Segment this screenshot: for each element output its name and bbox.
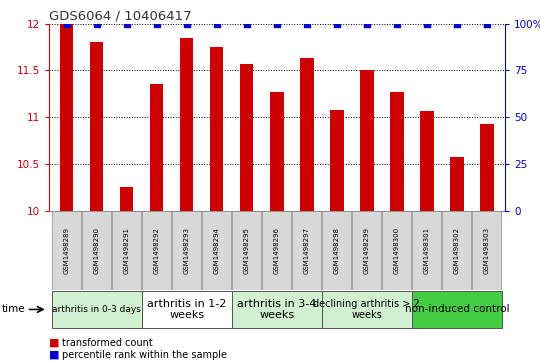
Text: GSM1498303: GSM1498303 (484, 227, 490, 274)
FancyBboxPatch shape (202, 211, 231, 290)
FancyBboxPatch shape (353, 211, 381, 290)
Text: GSM1498300: GSM1498300 (394, 227, 400, 274)
FancyBboxPatch shape (262, 211, 291, 290)
Text: GSM1498295: GSM1498295 (244, 227, 249, 274)
FancyBboxPatch shape (442, 211, 471, 290)
Bar (300, 58, 314, 211)
Text: ■: ■ (49, 350, 59, 360)
Bar (150, 84, 164, 211)
FancyBboxPatch shape (292, 211, 321, 290)
Bar (390, 92, 403, 211)
Bar (210, 47, 224, 211)
Point (483, 21, 491, 26)
Text: ■: ■ (49, 338, 59, 348)
Point (212, 21, 221, 26)
Text: GSM1498302: GSM1498302 (454, 227, 460, 274)
FancyBboxPatch shape (52, 211, 81, 290)
Point (302, 21, 311, 26)
Bar (240, 64, 253, 211)
Point (362, 21, 371, 26)
Text: arthritis in 1-2
weeks: arthritis in 1-2 weeks (147, 299, 226, 320)
Point (92, 21, 101, 26)
Text: declining arthritis > 2
weeks: declining arthritis > 2 weeks (313, 299, 420, 320)
Bar (90, 42, 103, 211)
Text: GSM1498291: GSM1498291 (124, 227, 130, 274)
FancyBboxPatch shape (142, 211, 171, 290)
Bar (420, 110, 434, 211)
FancyBboxPatch shape (413, 211, 441, 290)
Text: GSM1498294: GSM1498294 (214, 227, 220, 274)
Text: GDS6064 / 10406417: GDS6064 / 10406417 (49, 9, 191, 23)
Text: time: time (2, 305, 25, 314)
FancyBboxPatch shape (141, 291, 232, 328)
FancyBboxPatch shape (412, 291, 502, 328)
Point (152, 21, 161, 26)
Bar (60, 24, 73, 211)
Bar (330, 110, 343, 211)
Point (62, 21, 71, 26)
FancyBboxPatch shape (472, 211, 501, 290)
Text: GSM1498289: GSM1498289 (64, 227, 70, 274)
Bar (120, 187, 133, 211)
Point (453, 21, 461, 26)
Text: GSM1498301: GSM1498301 (424, 227, 430, 274)
Text: percentile rank within the sample: percentile rank within the sample (62, 350, 227, 360)
Text: non-induced control: non-induced control (404, 305, 509, 314)
Point (422, 21, 431, 26)
Point (393, 21, 401, 26)
Point (333, 21, 341, 26)
Text: GSM1498297: GSM1498297 (304, 227, 310, 274)
FancyBboxPatch shape (232, 211, 261, 290)
Bar (450, 157, 464, 211)
Text: GSM1498293: GSM1498293 (184, 227, 190, 274)
Text: GSM1498299: GSM1498299 (364, 227, 370, 274)
Text: GSM1498298: GSM1498298 (334, 227, 340, 274)
Point (183, 21, 191, 26)
Point (242, 21, 251, 26)
Text: transformed count: transformed count (62, 338, 153, 348)
Point (123, 21, 131, 26)
Text: arthritis in 3-4
weeks: arthritis in 3-4 weeks (237, 299, 316, 320)
Bar (270, 92, 284, 211)
Text: arthritis in 0-3 days: arthritis in 0-3 days (52, 305, 141, 314)
Bar (480, 124, 494, 211)
Text: GSM1498296: GSM1498296 (274, 227, 280, 274)
FancyBboxPatch shape (82, 211, 111, 290)
Bar (360, 70, 374, 211)
Text: GSM1498290: GSM1498290 (93, 227, 100, 274)
FancyBboxPatch shape (382, 211, 411, 290)
FancyBboxPatch shape (322, 211, 351, 290)
Point (273, 21, 281, 26)
FancyBboxPatch shape (322, 291, 412, 328)
Text: GSM1498292: GSM1498292 (154, 227, 160, 274)
FancyBboxPatch shape (172, 211, 201, 290)
FancyBboxPatch shape (112, 211, 141, 290)
Bar (180, 38, 193, 211)
FancyBboxPatch shape (232, 291, 322, 328)
FancyBboxPatch shape (52, 291, 141, 328)
